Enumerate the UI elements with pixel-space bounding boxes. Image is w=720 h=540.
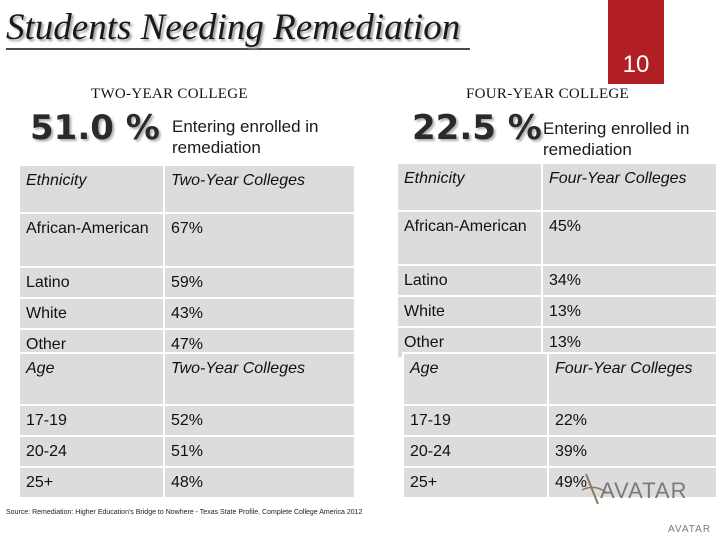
header-cell: Ethnicity xyxy=(18,164,165,214)
ethnicity-cell: Latino xyxy=(18,266,165,299)
table-row: 17-19 22% xyxy=(402,404,718,437)
value-cell: 67% xyxy=(163,212,356,268)
four-year-heading: FOUR-YEAR COLLEGE xyxy=(466,86,630,102)
table-header-row: Ethnicity Two-Year Colleges xyxy=(18,164,356,214)
ethnicity-cell: African-American xyxy=(396,210,543,266)
two-year-heading: TWO-YEAR COLLEGE xyxy=(91,86,248,102)
age-cell: 20-24 xyxy=(18,435,165,468)
slide-title: Students Needing Remediation xyxy=(6,8,471,50)
table-row: 20-24 39% xyxy=(402,435,718,468)
table-row: African-American 67% xyxy=(18,212,356,268)
four-year-ethnicity-table: Ethnicity Four-Year Colleges African-Ame… xyxy=(396,162,718,359)
value-cell: 34% xyxy=(541,264,718,297)
value-cell: 51% xyxy=(163,435,356,468)
header-cell: Age xyxy=(18,352,165,406)
value-cell: 48% xyxy=(163,466,356,499)
ethnicity-cell: Latino xyxy=(396,264,543,297)
ethnicity-cell: White xyxy=(18,297,165,330)
header-cell: Four-Year Colleges xyxy=(541,162,718,212)
ethnicity-cell: African-American xyxy=(18,212,165,268)
age-cell: 17-19 xyxy=(402,404,549,437)
table-row: Latino 34% xyxy=(396,264,718,297)
two-year-percent-desc: Entering enrolled in remediation xyxy=(172,117,319,157)
age-cell: 17-19 xyxy=(18,404,165,437)
age-cell: 25+ xyxy=(402,466,549,499)
ethnicity-cell: White xyxy=(396,295,543,328)
table-row: African-American 45% xyxy=(396,210,718,266)
age-cell: 25+ xyxy=(18,466,165,499)
value-cell: 39% xyxy=(547,435,718,468)
two-year-age-table: Age Two-Year Colleges 17-19 52% 20-24 51… xyxy=(18,352,356,499)
table-row: 25+ 48% xyxy=(18,466,356,499)
table-row: White 43% xyxy=(18,297,356,330)
table-header-row: Age Two-Year Colleges xyxy=(18,352,356,406)
value-cell: 22% xyxy=(547,404,718,437)
two-year-percent: 51.0 % xyxy=(30,108,160,148)
table-row: 20-24 51% xyxy=(18,435,356,468)
four-year-age-table: Age Four-Year Colleges 17-19 22% 20-24 3… xyxy=(402,352,718,499)
table-row: Latino 59% xyxy=(18,266,356,299)
table-row: 17-19 52% xyxy=(18,404,356,437)
table-row: White 13% xyxy=(396,295,718,328)
header-cell: Ethnicity xyxy=(396,162,543,212)
slide-number: 10 xyxy=(608,0,664,84)
header-cell: Two-Year Colleges xyxy=(163,164,356,214)
header-cell: Two-Year Colleges xyxy=(163,352,356,406)
logo-text-secondary: AVATAR xyxy=(668,524,712,535)
table-row: 25+ 49% xyxy=(402,466,718,499)
value-cell: 43% xyxy=(163,297,356,330)
value-cell: 49% xyxy=(547,466,718,499)
four-year-percent: 22.5 % xyxy=(412,108,542,148)
age-cell: 20-24 xyxy=(402,435,549,468)
four-year-percent-desc: Entering enrolled in remediation xyxy=(543,119,690,159)
table-header-row: Ethnicity Four-Year Colleges xyxy=(396,162,718,212)
table-header-row: Age Four-Year Colleges xyxy=(402,352,718,406)
source-note: Source: Remediation: Higher Education's … xyxy=(6,509,363,516)
value-cell: 45% xyxy=(541,210,718,266)
two-year-ethnicity-table: Ethnicity Two-Year Colleges African-Amer… xyxy=(18,164,356,361)
header-cell: Age xyxy=(402,352,549,406)
avatar-logo-icon xyxy=(581,473,607,505)
value-cell: 59% xyxy=(163,266,356,299)
logo-text: AVATAR xyxy=(600,478,688,503)
header-cell: Four-Year Colleges xyxy=(547,352,718,406)
value-cell: 52% xyxy=(163,404,356,437)
value-cell: 13% xyxy=(541,295,718,328)
